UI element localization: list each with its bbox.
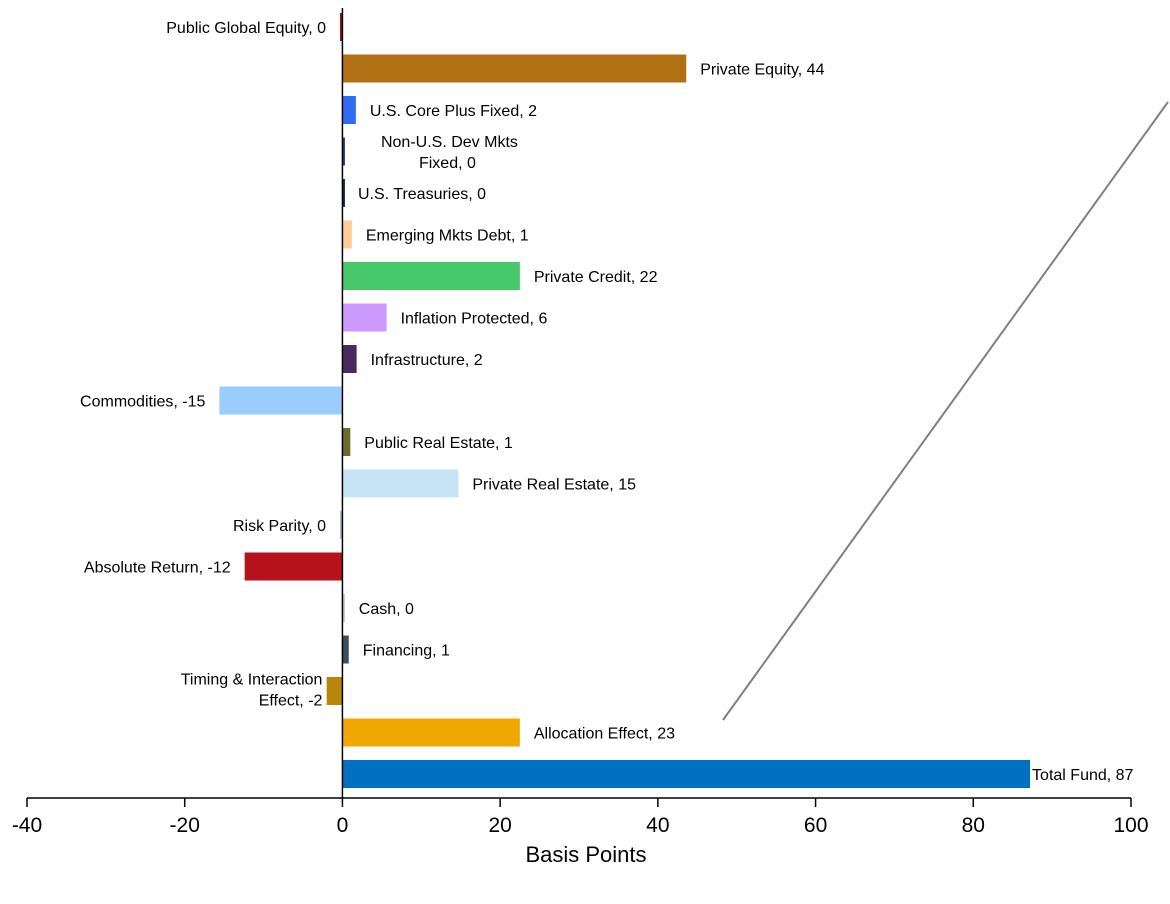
bar-label-u-s-core-plus-fixed: U.S. Core Plus Fixed, 2 [370,103,537,120]
x-tick-label: 60 [804,814,827,837]
callout-leader-line [722,101,1169,721]
bar-label-risk-parity: Risk Parity, 0 [233,518,326,535]
bar-private-credit [342,262,520,290]
bar-non-u-s-dev-mkts-fixed [342,137,345,166]
bar-label-public-global-equity: Public Global Equity, 0 [166,20,326,37]
x-tick-label: -20 [170,814,200,837]
bar-absolute-return [244,552,343,581]
bar-financing [342,635,349,664]
x-tick-label: 40 [646,814,669,837]
bar-private-equity [342,54,687,83]
bar-label-private-credit: Private Credit, 22 [534,269,658,286]
bar-cash [342,594,345,622]
bar-label-private-equity: Private Equity, 44 [700,62,824,79]
bar-risk-parity [339,511,343,539]
bar-timing-interaction-effect [326,677,343,705]
x-tick-label: 0 [337,814,349,837]
x-tick-label: -40 [12,814,42,837]
axes-layer: -40 -20 0 20 40 60 80 100 [12,8,1169,837]
bar-label-cash: Cash, 0 [359,601,414,618]
x-tick-label: 20 [488,814,511,837]
bar-u-s-treasuries [342,179,345,207]
bar-total-fund [342,760,1031,788]
bar-commodities [219,386,343,415]
bar-allocation-effect [342,718,520,747]
bar-label-private-real-estate: Private Real Estate, 15 [472,477,636,494]
bar-label-absolute-return: Absolute Return, -12 [84,560,231,577]
bar-label-non-u-s-dev-mkts-fixed: Non-U.S. Dev Mkts Fixed, 0 [381,134,518,172]
bar-label-timing-interaction-effect: Timing & Interaction Effect, -2 [181,672,323,710]
x-axis-title: Basis Points [525,842,646,867]
bar-public-global-equity [339,13,343,41]
bar-inflation-protected [342,303,387,332]
bar-public-real-estate [342,428,351,456]
bar-label-financing: Financing, 1 [363,643,450,660]
bar-label-inflation-protected: Inflation Protected, 6 [401,311,548,328]
bar-label-infrastructure: Infrastructure, 2 [371,352,483,369]
bar-label-allocation-effect: Allocation Effect, 23 [534,726,675,743]
bar-label-emerging-mkts-debt: Emerging Mkts Debt, 1 [366,228,529,245]
bar-private-real-estate [342,469,459,498]
bar-label-u-s-treasuries: U.S. Treasuries, 0 [358,186,486,203]
bar-u-s-core-plus-fixed [342,96,356,124]
bar-labels-layer: Public Global Equity, 0 Private Equity, 4… [80,20,1134,784]
bar-label-total-fund: Total Fund, 87 [1032,767,1134,784]
bars-layer [219,13,1031,788]
bar-label-commodities: Commodities, -15 [80,394,205,411]
bar-label-public-real-estate: Public Real Estate, 1 [364,435,513,452]
bar-emerging-mkts-debt [342,220,352,249]
x-tick-label: 80 [962,814,985,837]
x-tick-label: 100 [1113,814,1148,837]
bar-infrastructure [342,345,357,373]
